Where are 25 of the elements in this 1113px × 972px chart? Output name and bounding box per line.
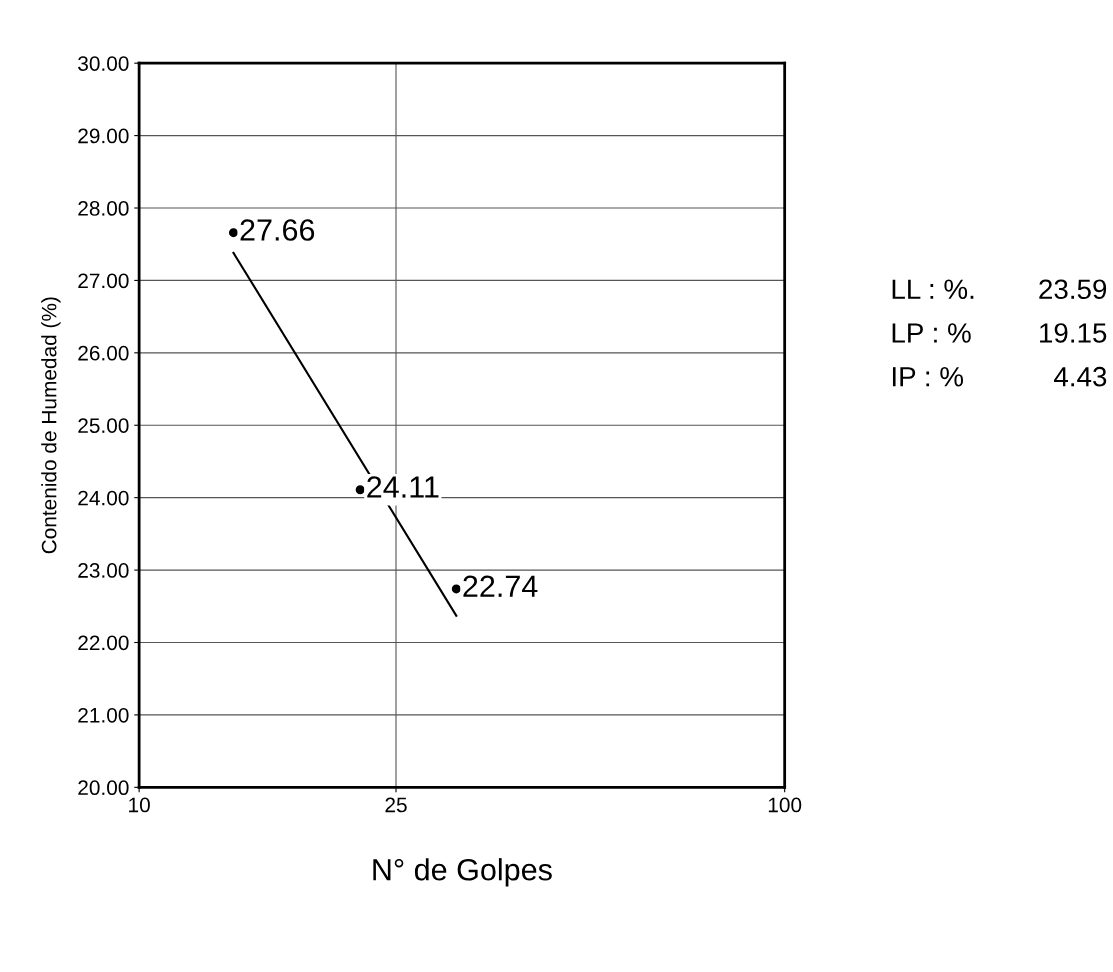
y-tick-label: 30.00 xyxy=(78,56,129,71)
data-label: 24.11 xyxy=(367,476,439,498)
data-label: 27.66 xyxy=(240,219,315,241)
text: 4.43 xyxy=(1054,366,1107,387)
x-tick-label: 100 xyxy=(768,797,802,813)
y-tick-label: 22.00 xyxy=(78,635,129,651)
y-tick-label: 21.00 xyxy=(78,707,129,723)
y-tick-label: 27.00 xyxy=(78,273,129,289)
y-tick-label: 23.00 xyxy=(78,563,129,578)
y-tick-label: 29.00 xyxy=(78,128,129,144)
y-tick-label: 25.00 xyxy=(78,418,129,433)
y-tick-label: 28.00 xyxy=(78,201,129,216)
text: LP : % xyxy=(892,323,971,343)
x-tick-label: 10 xyxy=(129,797,150,813)
y-tick-label: 20.00 xyxy=(78,780,129,796)
text: IP : % xyxy=(892,366,964,387)
data-label: 22.74 xyxy=(463,575,538,597)
text: LL : %. xyxy=(892,279,974,299)
text: 23.59 xyxy=(1039,279,1107,300)
x-axis-title: N° de Golpes xyxy=(373,858,552,887)
y-tick-label: 24.00 xyxy=(78,490,129,506)
text: 19.15 xyxy=(1040,323,1107,343)
y-tick-label: 26.00 xyxy=(78,345,129,361)
y-axis-title: Contenido de Humedad (%) xyxy=(41,297,61,554)
x-tick-label: 25 xyxy=(385,797,407,813)
